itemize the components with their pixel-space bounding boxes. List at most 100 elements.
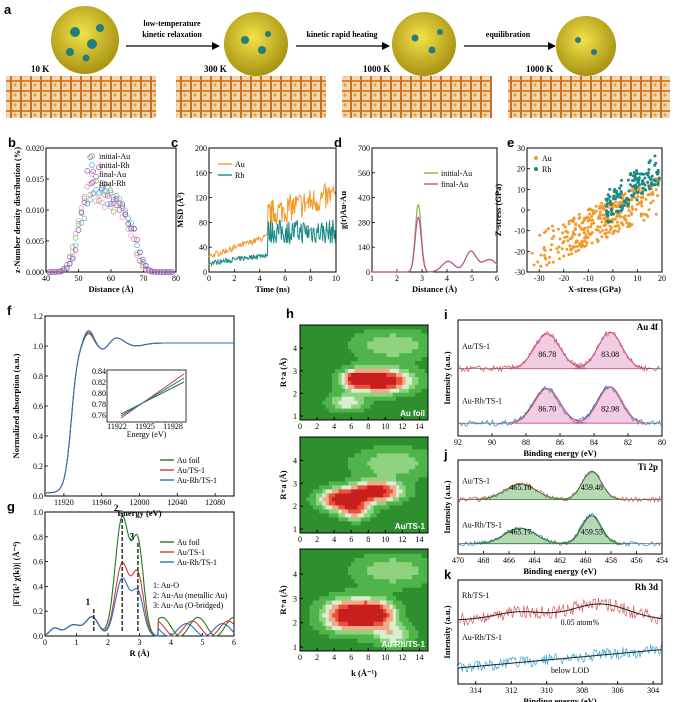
map-cell [325, 489, 330, 494]
map-cell [424, 608, 429, 614]
map-cell [370, 348, 374, 354]
au-point [551, 229, 555, 233]
map-cell [309, 509, 314, 514]
map-cell [309, 638, 314, 643]
map-cell [421, 557, 426, 563]
map-cell [386, 501, 390, 506]
au-point [621, 223, 625, 227]
data-point [84, 168, 91, 174]
map-cell [424, 360, 429, 365]
map-cell [412, 352, 416, 358]
map-cell [383, 332, 387, 338]
rh-point [609, 203, 613, 207]
au-point [630, 205, 634, 209]
map-cell [344, 368, 349, 373]
map-cell [303, 485, 307, 490]
map-cell [412, 477, 416, 482]
map-cell [316, 617, 320, 622]
map-cell [396, 497, 400, 502]
au-point [567, 219, 571, 223]
map-cell [376, 513, 381, 518]
map-cell [332, 352, 336, 358]
data-point [78, 209, 85, 215]
map-cell [415, 477, 419, 482]
data-point [78, 220, 85, 226]
map-cell [389, 525, 394, 530]
map-cell [373, 570, 378, 575]
map-cell [405, 376, 410, 381]
map-cell [328, 404, 333, 409]
map-cell [354, 638, 358, 643]
map-cell [306, 384, 310, 389]
map-cell [396, 372, 400, 377]
map-cell [328, 583, 333, 588]
map-cell [348, 489, 352, 494]
map-cell [338, 388, 342, 393]
map-cell [316, 604, 320, 609]
map-cell [300, 348, 304, 354]
map-cell [389, 469, 394, 474]
y-tick-label: 420 [358, 194, 370, 203]
map-cell [322, 604, 326, 609]
map-cell [396, 332, 400, 338]
map-cell [412, 404, 416, 409]
map-cell [392, 412, 397, 417]
map-cell [424, 509, 429, 514]
map-cell [316, 336, 320, 342]
map-cell [312, 566, 317, 571]
map-cell [303, 595, 307, 601]
map-cell [402, 344, 406, 350]
map-cell [415, 332, 419, 338]
map-cell [402, 509, 406, 514]
map-cell [300, 352, 304, 358]
map-cell [325, 617, 330, 622]
peak-component [474, 527, 567, 545]
map-cell [421, 388, 426, 393]
map-cell [335, 477, 339, 482]
map-cell [332, 574, 336, 580]
rh-point [657, 176, 661, 180]
map-cell [376, 376, 381, 381]
map-cell [344, 465, 349, 470]
map-cell [396, 392, 400, 397]
map-cell [309, 612, 314, 618]
rh-point [641, 179, 645, 183]
map-cell [392, 465, 397, 470]
map-cell [383, 473, 387, 478]
map-cell [351, 561, 355, 567]
map-cell [360, 646, 365, 652]
map-cell [412, 646, 416, 652]
map-cell [421, 400, 426, 405]
map-cell [364, 561, 368, 567]
map-cell [338, 445, 342, 450]
map-cell [351, 489, 355, 494]
map-cell [424, 461, 429, 466]
map-cell [383, 412, 387, 417]
map-cell [348, 557, 352, 563]
map-cell [341, 336, 346, 342]
map-cell [306, 600, 310, 605]
map-cell [389, 638, 394, 643]
map-cell [351, 465, 355, 470]
map-cell [341, 583, 346, 588]
map-cell [357, 481, 362, 486]
map-cell [418, 372, 422, 377]
map-cell [408, 587, 413, 592]
map-cell [402, 408, 406, 413]
map-cell [399, 517, 403, 522]
map-cell [424, 325, 429, 330]
map-cell [405, 591, 410, 597]
map-cell [402, 453, 406, 458]
map-cell [309, 400, 314, 405]
map-cell [380, 646, 384, 652]
data-point [169, 269, 175, 275]
map-cell [364, 509, 368, 514]
panel-e: e-30 -20 -10 0 10 20-30-20-100102030X-stress … [493, 135, 666, 294]
map-cell [325, 461, 330, 466]
map-cell [421, 392, 426, 397]
map-cell [360, 437, 365, 442]
map-cell [341, 416, 346, 421]
map-cell [348, 412, 352, 417]
map-cell [408, 600, 413, 605]
x-tick-label: 88 [522, 438, 530, 447]
